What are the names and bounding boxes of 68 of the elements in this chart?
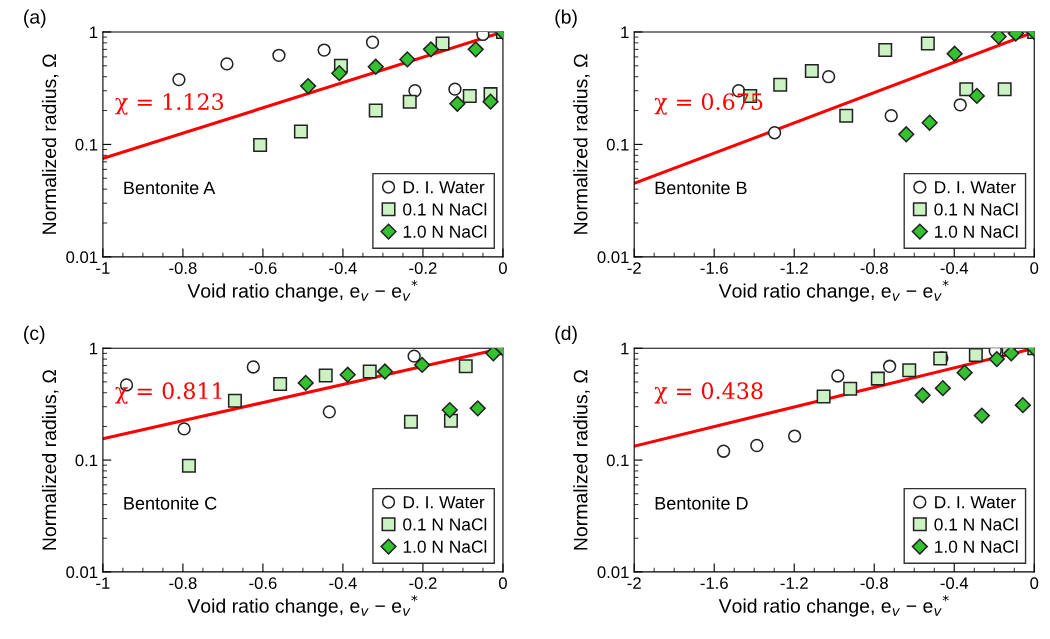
- y-tick-label: 0.1: [606, 454, 629, 467]
- x-tick-label: 0: [1030, 262, 1039, 274]
- legend-label: D. I. Water: [403, 496, 485, 509]
- x-tick-label: -0.8: [169, 262, 197, 274]
- x-tick-label: -1.6: [700, 262, 728, 274]
- y-axis-title: Normalized radius, Ω: [41, 369, 59, 550]
- x-tick-label: -1.2: [780, 262, 808, 274]
- annotation: χ = 0.675: [654, 93, 763, 115]
- y-tick-label: 0.01: [597, 251, 629, 264]
- legend-label: 0.1 N NaCl: [403, 202, 487, 216]
- chart-title: (a): [24, 9, 46, 28]
- legend-label: D. I. Water: [935, 181, 1016, 194]
- x-tick-label: 0: [498, 577, 507, 590]
- x-tick-label: 0: [498, 262, 507, 274]
- x-axis-title: Void ratio change, e$_{v}$ − e$_{v}$$^{*}$: [187, 595, 418, 617]
- annotation: Bentonite A: [124, 180, 216, 195]
- y-tick-label: 1: [621, 342, 629, 355]
- legend-label: D. I. Water: [403, 181, 485, 194]
- x-tick-label: -0.6: [249, 262, 277, 274]
- annotation: Bentonite D: [655, 496, 748, 510]
- y-axis-title: Normalized radius, Ω: [573, 369, 590, 550]
- y-axis-title: Normalized radius, Ω: [573, 54, 590, 234]
- x-tick-label: -0.4: [329, 262, 357, 274]
- y-tick-label: 0.1: [75, 454, 98, 467]
- y-tick-label: 1: [90, 26, 98, 38]
- x-tick-label: -1.6: [700, 577, 728, 590]
- x-axis-title: Void ratio change, e$_{v}$ − e$_{v}$$^{*}$: [718, 595, 949, 617]
- y-tick-label: 0.1: [75, 138, 98, 151]
- x-tick-label: -1.2: [780, 577, 808, 589]
- x-tick-label: -0.2: [409, 577, 437, 590]
- chart-title: (b): [555, 9, 577, 28]
- y-tick-label: 0.01: [66, 566, 98, 579]
- x-tick-label: -0.2: [409, 262, 437, 274]
- legend-label: 0.1 N NaCl: [403, 517, 487, 531]
- y-axis-title: Normalized radius, Ω: [41, 54, 59, 234]
- annotation: χ = 0.811: [115, 382, 222, 404]
- y-tick-label: 1: [621, 26, 629, 38]
- x-tick-label: -0.8: [169, 577, 197, 590]
- legend-label: 1.0 N NaCl: [935, 225, 1018, 238]
- x-tick-label: -0.4: [329, 577, 357, 590]
- x-tick-label: -0.8: [860, 577, 888, 590]
- x-tick-label: -0.6: [249, 577, 277, 590]
- x-tick-label: -2: [627, 577, 641, 589]
- x-tick-label: 0: [1030, 577, 1039, 590]
- x-tick-label: -0.4: [940, 577, 969, 590]
- x-axis-title: Void ratio change, e$_{v}$ − e$_{v}$$^{*}$: [718, 280, 949, 302]
- x-tick-label: -1: [96, 577, 110, 589]
- annotation: Bentonite C: [124, 496, 217, 510]
- legend-label: 0.1 N NaCl: [934, 202, 1018, 216]
- y-tick-label: 0.01: [597, 566, 629, 579]
- x-tick-label: -1: [96, 262, 110, 274]
- chart-title: (c): [24, 325, 45, 344]
- legend-label: 0.1 N NaCl: [934, 517, 1018, 531]
- x-tick-label: -0.4: [940, 262, 969, 274]
- annotation: χ = 0.438: [654, 382, 763, 404]
- y-tick-label: 1: [90, 342, 98, 355]
- y-tick-label: 0.1: [606, 138, 629, 151]
- legend-label: 1.0 N NaCl: [403, 225, 487, 238]
- x-tick-label: -0.8: [860, 262, 888, 274]
- chart-title: (d): [555, 325, 577, 344]
- annotation: χ = 1.123: [115, 93, 224, 115]
- legend-label: D. I. Water: [935, 496, 1016, 509]
- legend-label: 1.0 N NaCl: [403, 540, 487, 553]
- x-axis-title: Void ratio change, e$_{v}$ − e$_{v}$$^{*}$: [187, 280, 418, 302]
- annotation: Bentonite B: [655, 180, 747, 195]
- legend-label: 1.0 N NaCl: [935, 540, 1018, 553]
- x-tick-label: -2: [627, 262, 641, 274]
- y-tick-label: 0.01: [66, 251, 98, 264]
